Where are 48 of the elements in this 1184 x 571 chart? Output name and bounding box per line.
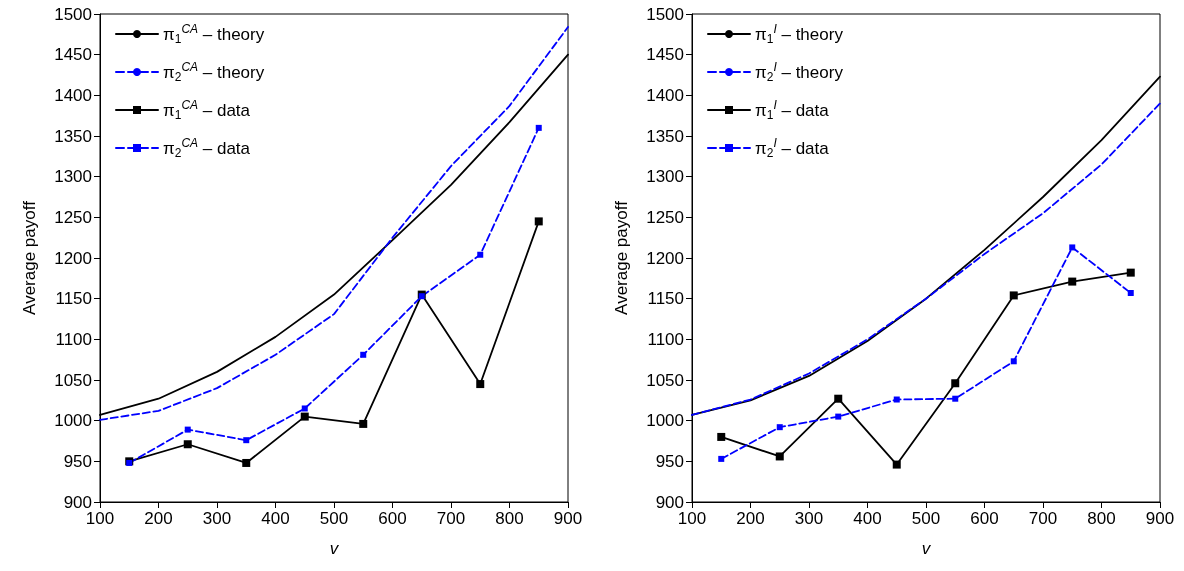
x-tick-label: 700	[436, 509, 466, 528]
x-tick-label: 400	[261, 509, 290, 528]
y-tick-label: 1250	[646, 207, 684, 227]
x-tick-label: 800	[495, 509, 524, 528]
y-tick-label: 1450	[646, 45, 684, 65]
y-tick-label: 1150	[647, 289, 684, 309]
y-tick-label: 1000	[646, 411, 684, 431]
x-tick-label: 900	[553, 509, 583, 528]
y-tick-label: 1000	[54, 411, 92, 431]
y-tick-label: 1500	[646, 4, 684, 24]
x-tick-label: 400	[853, 509, 882, 528]
x-tick-label: 500	[319, 509, 349, 528]
y-tick-label: 1050	[54, 370, 92, 390]
x-tick-label: 100	[85, 509, 115, 528]
y-tick-label: 1400	[646, 85, 684, 105]
x-tick-label: 300	[202, 509, 232, 528]
y-tick-label: 1100	[647, 329, 684, 349]
y-tick-label: 1500	[54, 4, 92, 24]
y-tick-label: 1400	[54, 85, 92, 105]
y-tick-label: 1350	[646, 126, 684, 146]
x-tick-label: 200	[736, 509, 765, 528]
x-tick-label: 500	[911, 509, 941, 528]
y-tick-label: 1450	[54, 45, 92, 65]
x-tick-label: 900	[1145, 509, 1175, 528]
y-tick-label: 1350	[54, 126, 92, 146]
x-tick-label: 100	[677, 509, 707, 528]
y-tick-label: 1300	[646, 167, 684, 187]
y-tick-label: 1300	[54, 167, 92, 187]
y-axis-title: Average payoff	[612, 200, 631, 315]
x-tick-label: 600	[970, 509, 999, 528]
y-tick-label: 1250	[54, 207, 92, 227]
y-tick-label: 1050	[646, 370, 684, 390]
y-tick-label: 1150	[55, 289, 92, 309]
y-tick-label: 900	[63, 492, 92, 512]
x-axis-title: v	[921, 539, 932, 558]
y-tick-label: 950	[655, 451, 684, 471]
y-tick-label: 1100	[55, 329, 92, 349]
x-tick-label: 600	[378, 509, 407, 528]
x-axis-title: v	[329, 539, 340, 558]
x-tick-label: 200	[144, 509, 173, 528]
x-tick-label: 800	[1087, 509, 1116, 528]
y-axis-title: Average payoff	[20, 200, 39, 315]
y-tick-label: 950	[63, 451, 92, 471]
x-tick-label: 700	[1028, 509, 1058, 528]
x-tick-label: 300	[794, 509, 824, 528]
y-tick-label: 1200	[54, 248, 92, 268]
y-tick-label: 1200	[646, 248, 684, 268]
y-tick-label: 900	[655, 492, 684, 512]
